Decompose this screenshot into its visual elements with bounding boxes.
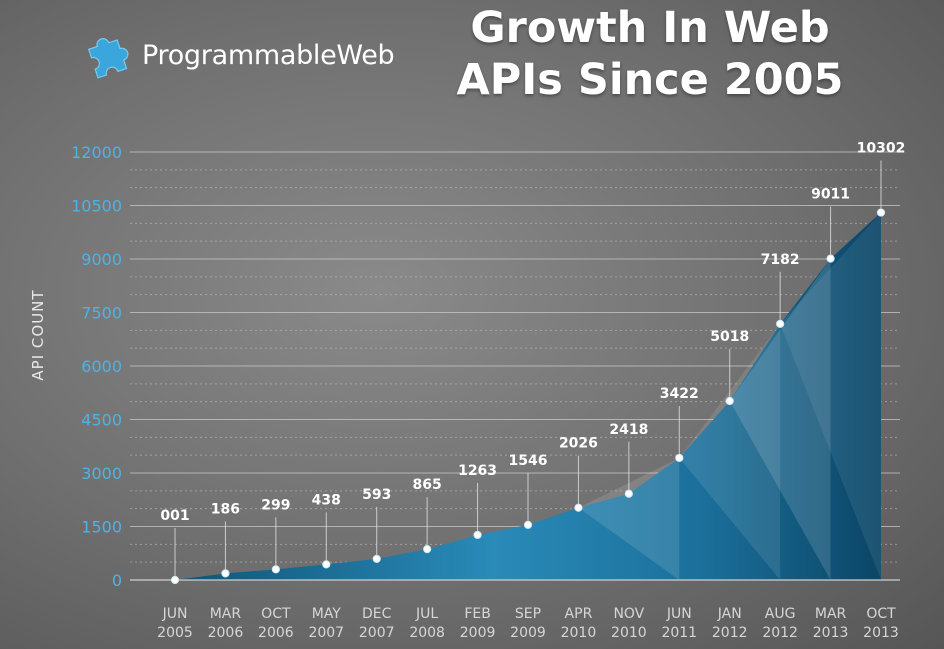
data-point (372, 554, 381, 563)
data-point (322, 560, 331, 569)
programmableweb-logo: ProgrammableWeb (78, 28, 418, 88)
data-label: 10302 (857, 141, 906, 157)
y-tick-label: 7500 (81, 304, 122, 323)
title-line-2: APIs Since 2005 (456, 55, 844, 105)
data-label: 2418 (609, 422, 648, 438)
x-tick-year: 2013 (813, 625, 849, 641)
y-tick-label: 1500 (81, 518, 122, 537)
data-label: 1263 (458, 463, 497, 479)
data-label: 001 (160, 508, 189, 524)
x-tick-year: 2007 (359, 625, 395, 641)
data-label: 1546 (509, 453, 548, 469)
data-point (826, 254, 835, 263)
data-point (473, 530, 482, 540)
y-axis-ticks: 0 1500 3000 4500 6000 7500 9000 10500 12000 (71, 143, 122, 590)
x-tick-month: JUL (415, 606, 438, 622)
x-tick-month: SEP (515, 606, 541, 622)
y-tick-label: 12000 (71, 143, 122, 162)
area-series (175, 212, 881, 580)
y-tick-label: 4500 (81, 411, 122, 430)
puzzle-piece-icon (87, 38, 129, 79)
x-tick-year: 2006 (258, 625, 294, 641)
x-tick-month: JAN (717, 606, 742, 622)
x-tick-year: 2013 (863, 625, 899, 641)
x-tick-year: 2010 (611, 625, 647, 641)
data-label: 438 (312, 492, 341, 508)
x-axis-ticks: JUN 2005 MAR 2006 OCT 2006 MAY 2007 DEC 2007 JUL 20… (157, 606, 899, 641)
data-point (523, 520, 533, 529)
x-tick-year: 2012 (762, 625, 798, 641)
data-point (574, 503, 583, 512)
data-label: 5018 (710, 329, 749, 345)
y-tick-label: 0 (112, 571, 122, 590)
area-fill (130, 212, 900, 581)
x-tick-month: MAR (210, 606, 242, 622)
data-label: 9011 (811, 187, 850, 203)
y-tick-label: 9000 (81, 250, 122, 269)
x-tick-month: DEC (362, 606, 392, 622)
x-tick-year: 2011 (661, 625, 697, 641)
data-point (776, 319, 785, 328)
area-facet (729, 258, 831, 580)
x-tick-month: FEB (464, 606, 491, 622)
data-point (725, 396, 734, 406)
data-point (170, 575, 180, 585)
x-tick-year: 2012 (712, 625, 748, 641)
data-point (624, 489, 633, 498)
title-line-1: Growth In Web (470, 3, 830, 53)
x-tick-year: 2008 (409, 625, 445, 641)
x-tick-month: APR (565, 606, 593, 622)
data-point (271, 565, 280, 574)
y-tick-label: 3000 (81, 464, 122, 483)
x-tick-month: NOV (613, 606, 644, 622)
data-point (675, 453, 684, 463)
area-facet (780, 212, 881, 580)
x-tick-month: AUG (765, 606, 796, 622)
data-label: 186 (211, 501, 240, 517)
x-tick-year: 2005 (157, 625, 193, 641)
x-tick-month: JUN (666, 606, 692, 622)
x-tick-month: OCT (866, 606, 896, 622)
x-tick-year: 2006 (208, 625, 244, 641)
y-tick-label: 6000 (81, 357, 122, 376)
data-label: 865 (413, 477, 442, 493)
y-tick-label: 10500 (71, 197, 122, 216)
data-label: 2026 (559, 436, 598, 452)
area-facet (679, 323, 781, 580)
x-tick-month: OCT (261, 606, 291, 622)
y-axis-label: API COUNT (29, 289, 47, 381)
data-point (221, 569, 230, 578)
data-label: 593 (362, 487, 391, 503)
x-tick-year: 2007 (308, 625, 344, 641)
brand-name: ProgrammableWeb (142, 40, 395, 71)
x-tick-month: MAR (815, 606, 847, 622)
x-tick-month: MAY (312, 606, 342, 622)
chart-title: Growth In Web APIs Since 2005 (440, 2, 860, 106)
x-tick-year: 2009 (460, 625, 496, 641)
data-point (423, 545, 432, 554)
data-markers: 001 186 299 438 593 865 1263 1546 2026 2418 3422 50… (160, 141, 906, 585)
data-label: 7182 (761, 252, 800, 268)
data-label: 3422 (660, 386, 699, 402)
x-tick-month: JUN (162, 606, 188, 622)
x-tick-year: 2010 (561, 625, 597, 641)
data-label: 299 (261, 497, 290, 513)
data-point (876, 208, 886, 217)
area-facet (578, 457, 680, 580)
x-tick-year: 2009 (510, 625, 546, 641)
